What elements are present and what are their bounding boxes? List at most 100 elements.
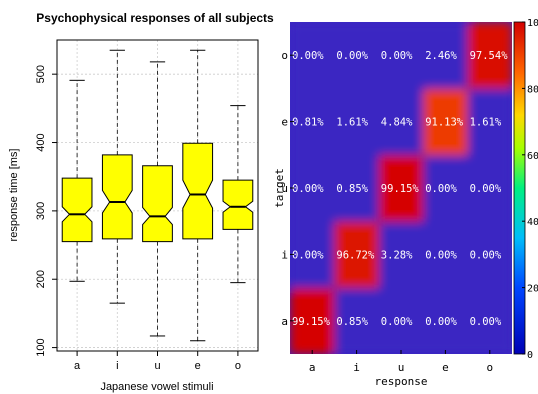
heatmap-cell-label: 4.84% [381, 117, 413, 129]
heatmap-cell [290, 221, 335, 289]
heatmap-cell-label: 96.72% [336, 249, 375, 261]
heatmap-cell-labels: 99.15% 0.85% 0.00% 0.00% 0.00% 0.00% 96.72% 3.2… [292, 50, 508, 328]
heatmap-cell-label: 0.00% [470, 316, 502, 328]
heatmap-x-tick-label: o [486, 361, 493, 374]
heatmap-cell-label: 0.85% [336, 183, 368, 195]
heatmap-cell-label: 0.00% [425, 316, 457, 328]
heatmap-cell [378, 88, 424, 156]
heatmap-cell [378, 287, 424, 354]
heatmap-cell-label: 1.61% [470, 117, 502, 129]
boxplot-box [142, 61, 173, 337]
heatmap-panel: 99.15% 0.85% 0.00% 0.00% 0.00% 0.00% 96.72% 3.2… [273, 18, 538, 388]
boxplot-y-label: response time [ms] [8, 149, 20, 242]
heatmap-y-tick-label: u [281, 182, 288, 195]
heatmap-axes: a i u e o a i u e o [281, 49, 493, 374]
heatmap-cell-label: 3.28% [381, 249, 413, 261]
heatmap-cell-label: 0.00% [336, 50, 368, 62]
heatmap-cell-label: 2.46% [425, 50, 457, 62]
boxplot-notched-box [101, 154, 133, 240]
boxplot-x-tick-label: i [116, 360, 118, 372]
heatmap-cell [423, 88, 469, 156]
heatmap-cell-label: 99.15% [292, 316, 331, 328]
heatmap-cell [334, 88, 380, 156]
heatmap-cell-label: 0.00% [470, 183, 502, 195]
boxplot-box [222, 105, 254, 284]
colorbar [513, 21, 526, 355]
colorbar-ticks: 0 20 40 60 80 100 [522, 18, 538, 361]
colorbar-tick-label: 40 [527, 217, 538, 228]
boxplot-y-axis: 100 200 300 400 500 [35, 65, 57, 357]
heatmap-cell-label: 0.81% [292, 117, 324, 129]
colorbar-tick-label: 80 [527, 84, 538, 95]
heatmap-cell-label: 0.85% [336, 316, 368, 328]
heatmap-cell [290, 154, 335, 222]
heatmap-cell [290, 287, 335, 354]
heatmap-cell [467, 287, 512, 354]
boxplot-boxes [61, 49, 254, 342]
heatmap-cell-label: 0.00% [425, 249, 457, 261]
boxplot-box [182, 49, 214, 342]
heatmap-cell-label: 99.15% [381, 183, 420, 195]
heatmap-cell [467, 22, 512, 89]
heatmap-cell [378, 221, 424, 289]
heatmap-cell [378, 22, 424, 89]
heatmap-x-tick-label: i [353, 361, 360, 374]
colorbar-tick-label: 20 [527, 284, 538, 295]
boxplot-x-tick-label: u [154, 360, 160, 372]
boxplot-y-tick-label: 500 [35, 65, 47, 83]
heatmap-cell-label: 0.00% [470, 249, 502, 261]
boxplot-box [61, 79, 93, 282]
heatmap-cell-label: 0.00% [292, 183, 324, 195]
heatmap-cell [334, 154, 380, 222]
heatmap-cell [423, 22, 469, 89]
boxplot-notched-box [61, 177, 93, 243]
boxplot-y-tick-label: 200 [35, 270, 47, 288]
colorbar-tick-label: 0 [527, 350, 533, 361]
heatmap-y-tick-label: o [281, 49, 288, 62]
heatmap-y-tick-label: e [281, 116, 288, 129]
boxplot-notched-box [222, 179, 254, 230]
heatmap-y-tick-label: i [281, 248, 288, 261]
boxplot-x-tick-label: o [235, 360, 241, 372]
heatmap-cell [334, 221, 380, 289]
heatmap-cell-label: 0.00% [292, 50, 324, 62]
boxplot-title: Psychophysical responses of all subjects [36, 11, 274, 25]
boxplot-panel: Psychophysical responses of all subjects… [8, 11, 274, 393]
heatmap-cell-label: 91.13% [425, 117, 464, 129]
heatmap-cell-label: 0.00% [381, 50, 413, 62]
heatmap-cells [290, 22, 512, 354]
heatmap-y-tick-label: a [281, 315, 288, 328]
heatmap-cell-label: 1.61% [336, 117, 368, 129]
heatmap-cell [467, 88, 512, 156]
heatmap-cell [334, 287, 380, 354]
heatmap-cell-label: 97.54% [470, 50, 509, 62]
boxplot-notched-box [142, 165, 173, 243]
heatmap-x-tick-label: e [442, 361, 449, 374]
heatmap-x-tick-label: a [309, 361, 316, 374]
heatmap-x-tick-label: u [398, 361, 405, 374]
heatmap-area [290, 22, 512, 354]
heatmap-y-label: target [273, 168, 286, 208]
boxplot-y-tick-label: 100 [35, 338, 47, 356]
colorbar-tick-label: 60 [527, 151, 538, 162]
heatmap-cell-label: 0.00% [292, 249, 324, 261]
heatmap-cell [467, 221, 512, 289]
heatmap-cell [378, 154, 424, 222]
heatmap-cell [334, 22, 380, 89]
boxplot-y-tick-label: 300 [35, 202, 47, 220]
boxplot-y-tick-label: 400 [35, 133, 47, 151]
boxplot-x-tick-label: a [74, 360, 81, 372]
heatmap-cell-label: 0.00% [425, 183, 457, 195]
boxplot-x-tick-label: e [195, 360, 201, 372]
heatmap-cell [423, 221, 469, 289]
boxplot-box [101, 49, 133, 304]
boxplot-x-label: Japanese vowel stimuli [100, 381, 213, 393]
heatmap-cell-label: 0.00% [381, 316, 413, 328]
heatmap-cell [290, 22, 335, 89]
heatmap-cell [423, 287, 469, 354]
heatmap-cell [423, 154, 469, 222]
boxplot-notched-box [182, 142, 214, 240]
heatmap-cell [467, 154, 512, 222]
